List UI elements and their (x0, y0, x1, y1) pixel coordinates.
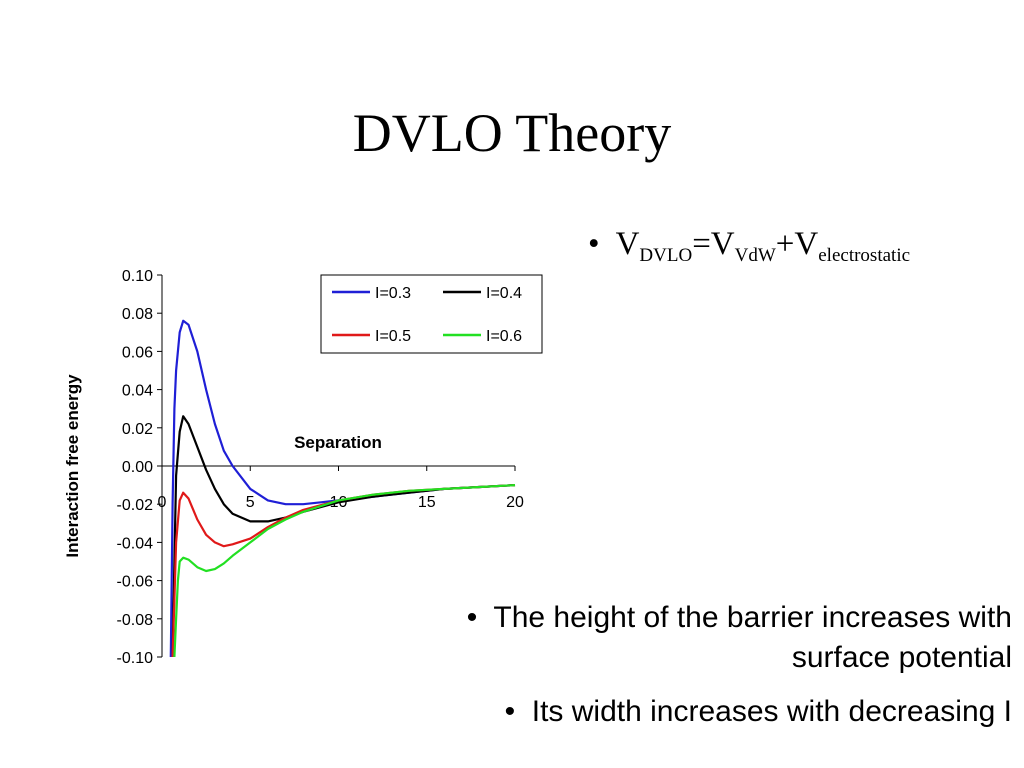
x-tick-label: 20 (506, 494, 524, 511)
y-tick-label: -0.10 (117, 650, 154, 667)
y-tick-label: -0.08 (117, 612, 154, 629)
legend-label: I=0.3 (375, 285, 411, 302)
legend-label: I=0.6 (486, 328, 522, 345)
bullet-text-line2: surface potential (791, 641, 1012, 674)
y-tick-label: 0.02 (122, 421, 153, 438)
y-axis-label: Interaction free energy (63, 374, 82, 558)
legend-label: I=0.4 (486, 285, 522, 302)
bullet-text: Its width increases with decreasing I (531, 695, 1012, 728)
dvlo-chart: 0.10 0.08 0.06 0.04 0.02 0.00 -0.02 -0.04 -0.06 -… (63, 268, 543, 667)
series-line-i0-6 (173, 484, 516, 657)
bullet-marker: • (588, 226, 600, 262)
series-line-i0-4 (171, 415, 516, 657)
legend-box (320, 274, 543, 354)
y-tick-label: 0.10 (122, 268, 153, 285)
bullet-marker: • (504, 695, 516, 728)
bullet-text-line1: The height of the barrier increases with (493, 601, 1012, 634)
formula-bullet: • VDVLO=VVdW+Velectrostatic (588, 226, 910, 267)
formula-v-dvlo: V (615, 226, 640, 262)
y-tick-label: 0.06 (122, 344, 153, 361)
y-tick-label: 0.00 (122, 459, 153, 476)
legend-label: I=0.5 (375, 328, 411, 345)
formula-sub-dvlo: DVLO (639, 245, 693, 266)
x-tick-label: 5 (246, 494, 255, 511)
formula-sub-electrostatic: electrostatic (818, 245, 911, 266)
y-tick-label: 0.04 (122, 383, 153, 400)
bullet-width: • Its width increases with decreasing I (252, 692, 1012, 732)
bullet-marker: • (466, 601, 478, 634)
x-axis-label: Separation (294, 433, 382, 452)
formula-sub-vdw: VdW (734, 245, 776, 266)
formula-plus-v: +V (775, 226, 819, 262)
y-tick-label: -0.04 (117, 535, 154, 552)
y-tick-label: -0.06 (117, 574, 154, 591)
bullet-barrier-height: • The height of the barrier increases wi… (252, 598, 1012, 678)
x-tick-label: 15 (418, 494, 436, 511)
slide-title: DVLO Theory (352, 103, 672, 163)
x-tick-label: 0 (158, 494, 167, 511)
formula-eq-v: =V (692, 226, 735, 262)
y-tick-label: -0.02 (117, 497, 154, 514)
y-tick-label: 0.08 (122, 306, 153, 323)
